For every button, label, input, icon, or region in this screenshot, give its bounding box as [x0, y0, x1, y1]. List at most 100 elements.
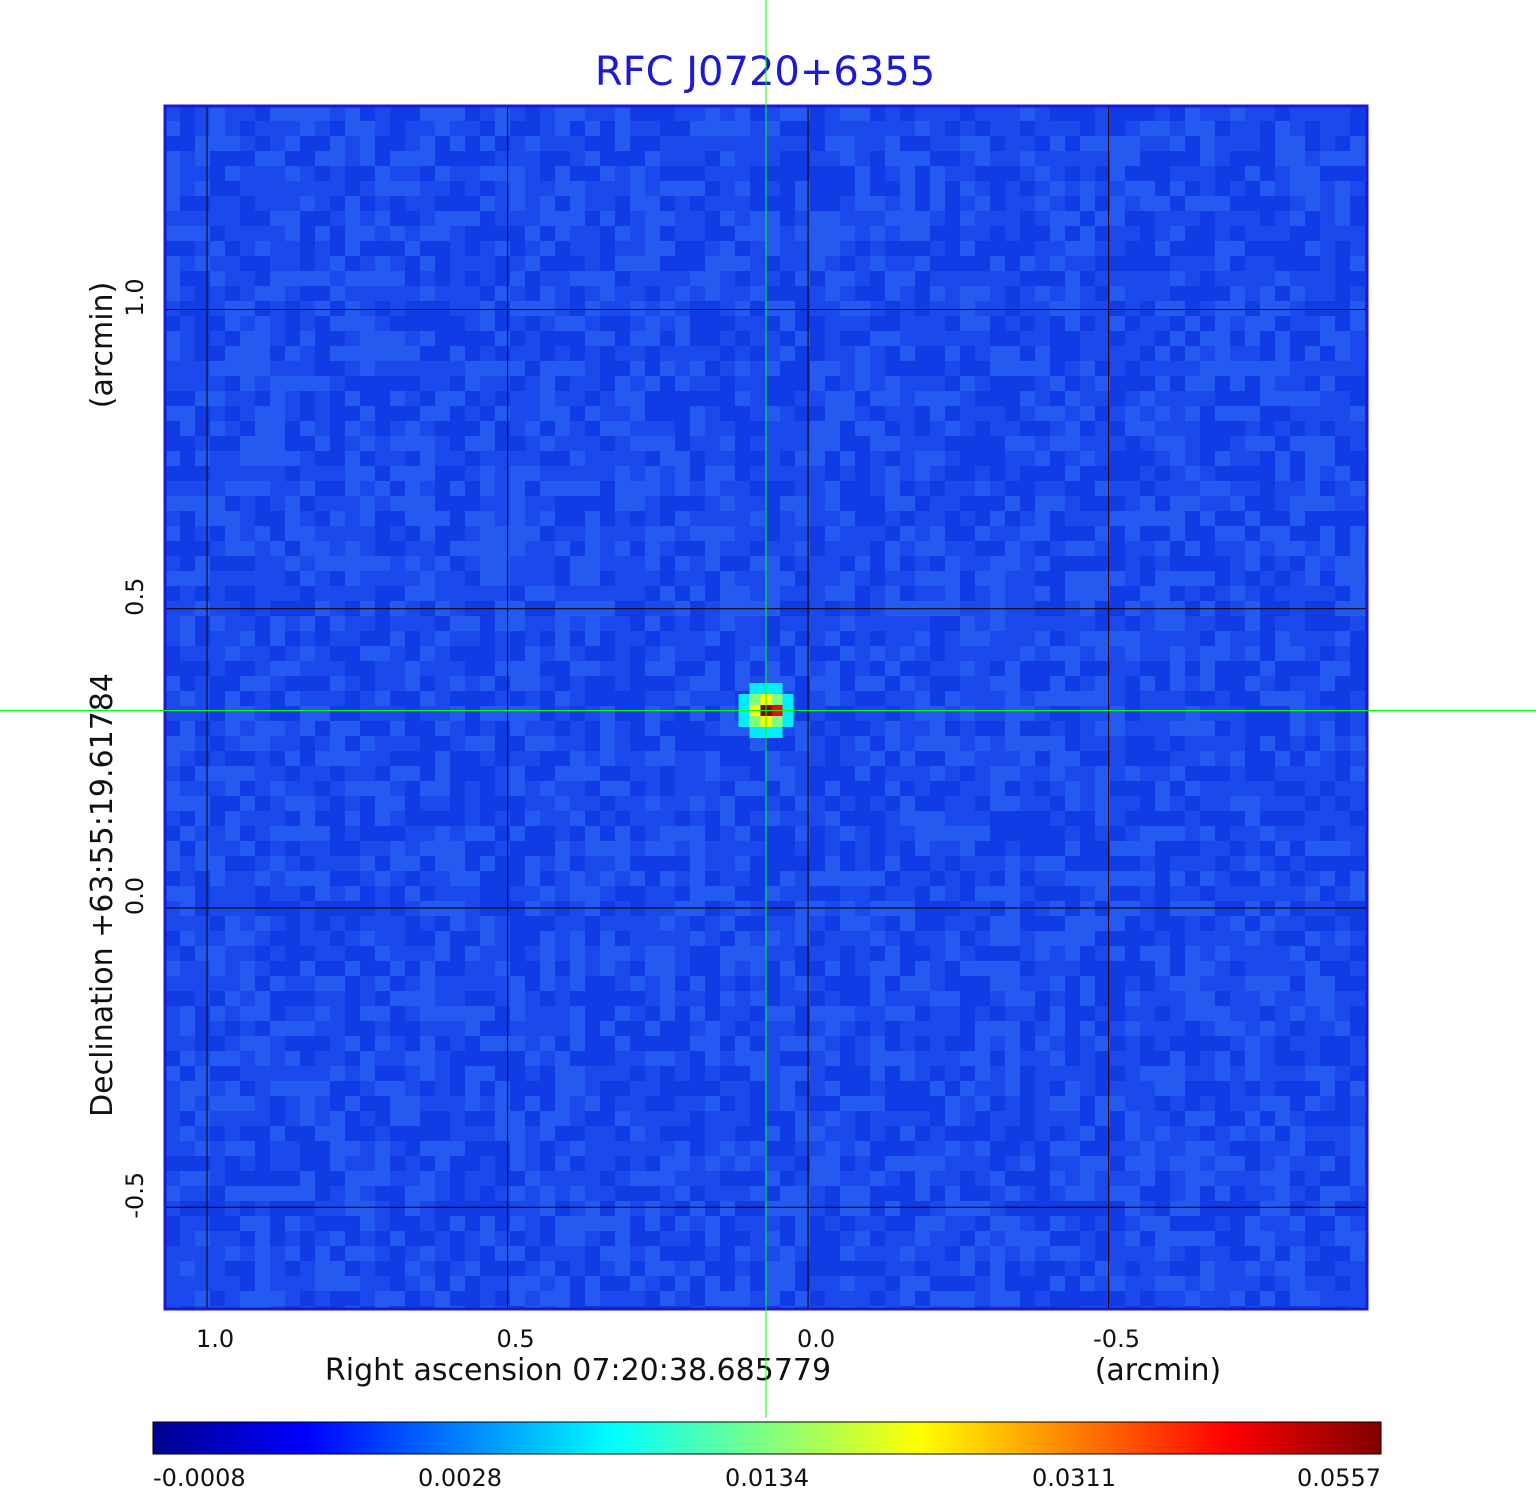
noise-pixel — [1110, 451, 1125, 466]
noise-pixel — [825, 586, 840, 601]
noise-pixel — [645, 556, 660, 571]
noise-pixel — [1005, 1231, 1020, 1246]
noise-pixel — [780, 646, 795, 661]
noise-pixel — [645, 1006, 660, 1021]
noise-pixel — [315, 1246, 330, 1261]
noise-pixel — [945, 721, 960, 736]
noise-pixel — [1080, 1171, 1095, 1186]
noise-pixel — [675, 886, 690, 901]
noise-pixel — [330, 826, 345, 841]
noise-pixel — [1335, 451, 1350, 466]
noise-pixel — [330, 751, 345, 766]
noise-pixel — [735, 406, 750, 421]
noise-pixel — [585, 151, 600, 166]
noise-pixel — [690, 886, 705, 901]
noise-pixel — [495, 1246, 510, 1261]
noise-pixel — [1305, 481, 1320, 496]
noise-pixel — [1260, 871, 1275, 886]
noise-pixel — [570, 1036, 585, 1051]
noise-pixel — [345, 1111, 360, 1126]
noise-pixel — [825, 1246, 840, 1261]
noise-pixel — [225, 661, 240, 676]
noise-pixel — [345, 1126, 360, 1141]
noise-pixel — [210, 1006, 225, 1021]
noise-pixel — [945, 946, 960, 961]
noise-pixel — [735, 1051, 750, 1066]
noise-pixel — [240, 976, 255, 991]
noise-pixel — [735, 241, 750, 256]
noise-pixel — [1230, 376, 1245, 391]
noise-pixel — [465, 331, 480, 346]
noise-pixel — [660, 1156, 675, 1171]
noise-pixel — [180, 1261, 195, 1276]
noise-pixel — [885, 1141, 900, 1156]
noise-pixel — [1350, 766, 1365, 781]
noise-pixel — [180, 1111, 195, 1126]
noise-pixel — [735, 1201, 750, 1216]
noise-pixel — [855, 361, 870, 376]
noise-pixel — [300, 586, 315, 601]
noise-pixel — [990, 1246, 1005, 1261]
noise-pixel — [1275, 466, 1290, 481]
noise-pixel — [1335, 136, 1350, 151]
noise-pixel — [900, 661, 915, 676]
noise-pixel — [870, 1066, 885, 1081]
noise-pixel — [975, 391, 990, 406]
noise-pixel — [1185, 196, 1200, 211]
noise-pixel — [390, 481, 405, 496]
noise-pixel — [885, 391, 900, 406]
noise-pixel — [1125, 1021, 1140, 1036]
noise-pixel — [690, 616, 705, 631]
noise-pixel — [1275, 691, 1290, 706]
noise-pixel — [795, 346, 810, 361]
noise-pixel — [795, 271, 810, 286]
noise-pixel — [540, 991, 555, 1006]
noise-pixel — [390, 1126, 405, 1141]
noise-pixel — [885, 526, 900, 541]
noise-pixel — [165, 181, 180, 196]
noise-pixel — [285, 676, 300, 691]
noise-pixel — [900, 1051, 915, 1066]
noise-pixel — [915, 886, 930, 901]
noise-pixel — [1185, 1171, 1200, 1186]
noise-pixel — [1095, 631, 1110, 646]
noise-pixel — [525, 676, 540, 691]
noise-pixel — [495, 241, 510, 256]
noise-pixel — [1020, 1201, 1035, 1216]
noise-pixel — [1170, 271, 1185, 286]
noise-pixel — [1110, 1036, 1125, 1051]
noise-pixel — [1245, 361, 1260, 376]
noise-pixel — [705, 541, 720, 556]
noise-pixel — [585, 1261, 600, 1276]
noise-pixel — [765, 931, 780, 946]
noise-pixel — [585, 826, 600, 841]
noise-pixel — [750, 946, 765, 961]
noise-pixel — [1245, 1216, 1260, 1231]
noise-pixel — [855, 1201, 870, 1216]
noise-pixel — [975, 496, 990, 511]
noise-pixel — [480, 736, 495, 751]
noise-pixel — [600, 946, 615, 961]
noise-pixel — [495, 676, 510, 691]
x-tick-labels: 1.0 0.5 0.0 -0.5 — [196, 1325, 1140, 1353]
noise-pixel — [585, 886, 600, 901]
noise-pixel — [780, 316, 795, 331]
noise-pixel — [1260, 1276, 1275, 1291]
noise-pixel — [165, 466, 180, 481]
noise-pixel — [1305, 961, 1320, 976]
noise-pixel — [255, 316, 270, 331]
noise-pixel — [1125, 421, 1140, 436]
noise-pixel — [315, 781, 330, 796]
noise-pixel — [240, 1261, 255, 1276]
noise-pixel — [1170, 376, 1185, 391]
noise-pixel — [690, 196, 705, 211]
noise-pixel — [1170, 736, 1185, 751]
noise-pixel — [360, 451, 375, 466]
noise-pixel — [525, 811, 540, 826]
noise-pixel — [1155, 376, 1170, 391]
noise-pixel — [345, 226, 360, 241]
noise-pixel — [435, 556, 450, 571]
noise-pixel — [300, 436, 315, 451]
noise-pixel — [405, 1111, 420, 1126]
noise-pixel — [930, 391, 945, 406]
